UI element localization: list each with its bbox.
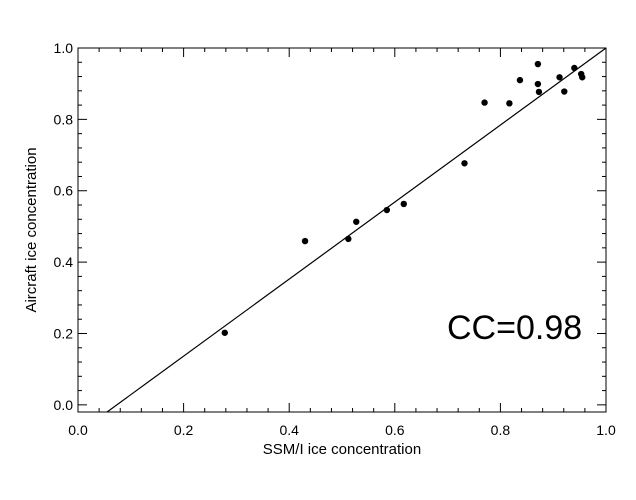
- x-tick-label: 0.2: [174, 422, 194, 438]
- x-axis-label: SSM/I ice concentration: [263, 441, 421, 458]
- correlation-annotation: CC=0.98: [447, 309, 582, 347]
- y-tick-label: 0.8: [54, 111, 74, 127]
- scatter-point: [516, 76, 524, 84]
- scatter-point: [561, 88, 568, 95]
- scatter-point: [535, 88, 543, 96]
- y-tick-label: 0.4: [54, 254, 74, 270]
- x-tick-label: 0.6: [385, 422, 405, 438]
- points-layer: [221, 60, 586, 336]
- scatter-point: [353, 218, 360, 225]
- x-tick-label: 0.4: [279, 422, 299, 438]
- scatter-point: [571, 64, 578, 72]
- scatter-point: [481, 99, 488, 106]
- scatter-point: [506, 100, 513, 107]
- scatter-point: [534, 60, 542, 68]
- scatter-point: [301, 237, 309, 245]
- scatter-point: [221, 329, 228, 336]
- scatter-point: [400, 200, 407, 208]
- y-tick-label: 0.0: [54, 397, 74, 413]
- y-tick-label: 1.0: [54, 40, 74, 56]
- x-tick-label: 0.0: [68, 422, 88, 438]
- scatter-point: [383, 206, 391, 214]
- y-tick-label: 0.2: [54, 325, 74, 341]
- scatter-point: [579, 74, 586, 81]
- x-tick-label: 1.0: [596, 422, 616, 438]
- plot-frame: [77, 47, 607, 413]
- fit-line-layer: [106, 47, 607, 413]
- ticks-layer: 0.0 0.2 0.4 0.6 0.8 1.0 0.0 0.2 0.4 0.6 0.8 1.0: [54, 40, 616, 438]
- fit-line: [106, 47, 607, 413]
- scatter-point: [345, 235, 352, 243]
- scatter-point: [461, 160, 468, 167]
- scatter-point: [556, 74, 563, 81]
- y-tick-label: 0.6: [54, 183, 74, 199]
- scatter-point: [534, 80, 542, 88]
- x-tick-label: 0.8: [491, 422, 511, 438]
- y-axis-label: Aircraft ice concentration: [23, 147, 40, 312]
